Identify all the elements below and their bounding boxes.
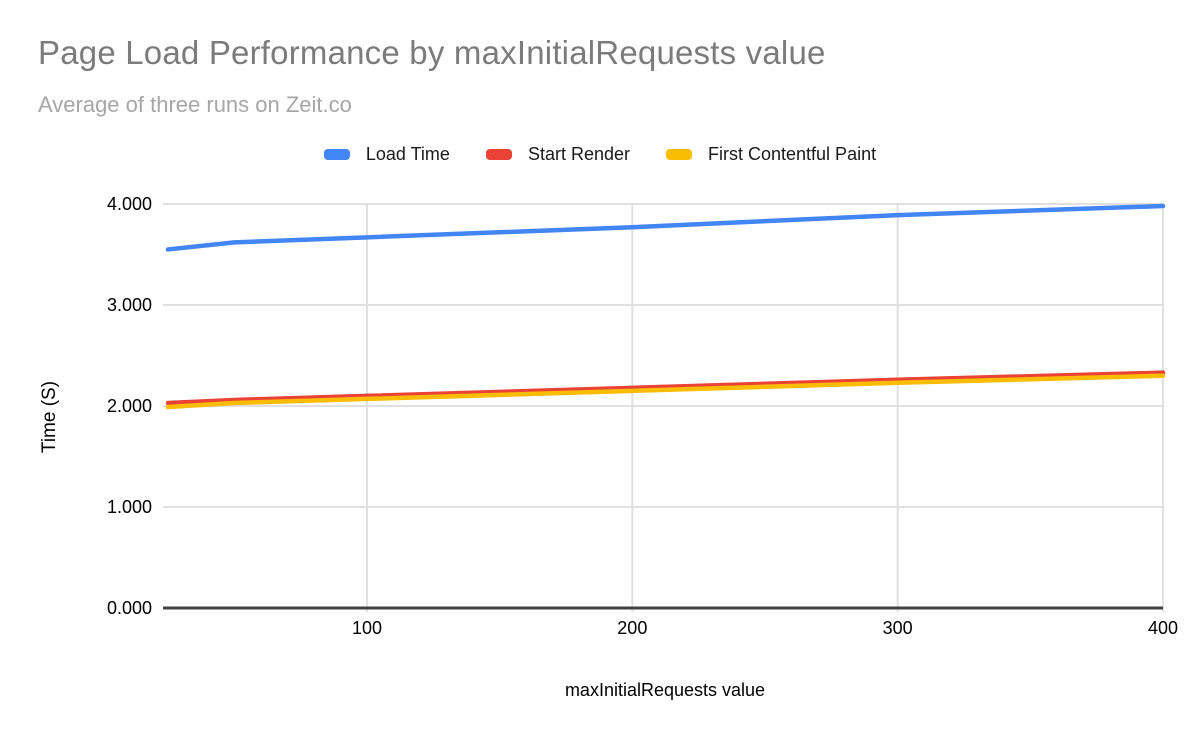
y-tick-label: 4.000 bbox=[107, 194, 152, 214]
x-tick-label: 300 bbox=[883, 618, 913, 638]
y-tick-label: 3.000 bbox=[107, 295, 152, 315]
legend-swatch-start-render-icon bbox=[485, 149, 512, 160]
legend-swatch-first-contentful-paint-icon bbox=[666, 149, 693, 160]
series-line-first-contentful-paint bbox=[165, 373, 1166, 410]
x-tick-label: 400 bbox=[1148, 618, 1178, 638]
legend-swatch-load-time-icon bbox=[323, 149, 350, 160]
chart-subtitle: Average of three runs on Zeit.co bbox=[38, 92, 352, 117]
legend-label-first-contentful-paint: First Contentful Paint bbox=[708, 144, 877, 164]
legend-item-first-contentful-paint[interactable]: First Contentful Paint bbox=[666, 144, 876, 165]
series-line-start-render bbox=[165, 370, 1166, 406]
series-line-load-time bbox=[165, 203, 1166, 252]
legend-label-load-time: Load Time bbox=[365, 144, 450, 164]
y-axis-title: Time (S) bbox=[39, 380, 60, 454]
x-axis-title: maxInitialRequests value bbox=[564, 680, 766, 700]
y-tick-label: 1.000 bbox=[107, 497, 152, 517]
legend: Load Time Start Render First Contentful … bbox=[0, 144, 1200, 165]
y-tick-label: 2.000 bbox=[107, 396, 152, 416]
chart-title: Page Load Performance by maxInitialReque… bbox=[38, 34, 826, 71]
legend-label-start-render: Start Render bbox=[527, 144, 631, 164]
x-tick-label: 200 bbox=[617, 618, 647, 638]
x-tick-label: 100 bbox=[352, 618, 382, 638]
legend-item-load-time[interactable]: Load Time bbox=[323, 144, 450, 165]
y-tick-label: 0.000 bbox=[107, 598, 152, 618]
legend-item-start-render[interactable]: Start Render bbox=[485, 144, 631, 165]
